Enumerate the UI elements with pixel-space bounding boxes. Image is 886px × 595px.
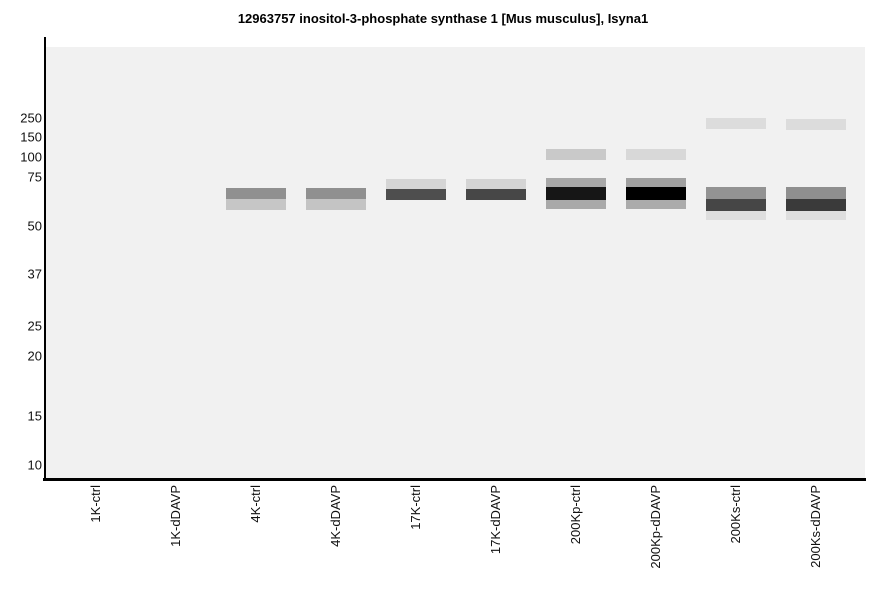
protein-band xyxy=(546,149,606,160)
protein-band xyxy=(706,118,766,129)
protein-band xyxy=(226,199,286,210)
x-axis-line xyxy=(43,478,866,481)
protein-band xyxy=(306,199,366,210)
protein-band xyxy=(706,211,766,220)
lane-label: 4K-dDAVP xyxy=(328,485,343,547)
y-tick-label: 25 xyxy=(27,318,42,334)
lane-label: 17K-ctrl xyxy=(408,485,423,530)
lane-label: 1K-ctrl xyxy=(88,485,103,523)
y-tick-label: 37 xyxy=(27,266,42,282)
protein-band xyxy=(306,188,366,199)
y-tick-label: 75 xyxy=(27,169,42,185)
protein-band xyxy=(786,211,846,220)
protein-band xyxy=(706,187,766,199)
lane-label: 4K-ctrl xyxy=(248,485,263,523)
y-axis-line xyxy=(44,37,46,481)
protein-band xyxy=(546,187,606,200)
protein-band xyxy=(466,189,526,200)
lane-label: 17K-dDAVP xyxy=(488,485,503,555)
y-tick-label: 100 xyxy=(20,149,42,165)
lane-label: 200Kp-dDAVP xyxy=(648,485,663,569)
y-tick-label: 150 xyxy=(20,129,42,145)
y-tick-label: 10 xyxy=(27,457,42,473)
protein-band xyxy=(626,187,686,200)
protein-band xyxy=(546,178,606,187)
y-tick-label: 20 xyxy=(27,348,42,364)
plot-area xyxy=(46,47,865,478)
protein-band xyxy=(386,179,446,189)
lane-label: 200Kp-ctrl xyxy=(568,485,583,545)
protein-band xyxy=(386,189,446,200)
lane-label: 200Ks-ctrl xyxy=(728,485,743,544)
protein-band xyxy=(226,188,286,199)
protein-band xyxy=(546,200,606,209)
protein-band xyxy=(626,178,686,187)
lane-label: 1K-dDAVP xyxy=(168,485,183,547)
protein-band xyxy=(786,199,846,211)
chart-title: 12963757 inositol-3-phosphate synthase 1… xyxy=(237,11,649,26)
protein-band xyxy=(786,119,846,130)
protein-band xyxy=(706,199,766,211)
protein-band xyxy=(786,187,846,199)
protein-band xyxy=(626,149,686,160)
y-tick-label: 15 xyxy=(27,408,42,424)
y-tick-label: 250 xyxy=(20,110,42,126)
protein-band xyxy=(466,179,526,189)
protein-band xyxy=(626,200,686,209)
y-tick-label: 50 xyxy=(27,218,42,234)
lane-label: 200Ks-dDAVP xyxy=(808,485,823,568)
